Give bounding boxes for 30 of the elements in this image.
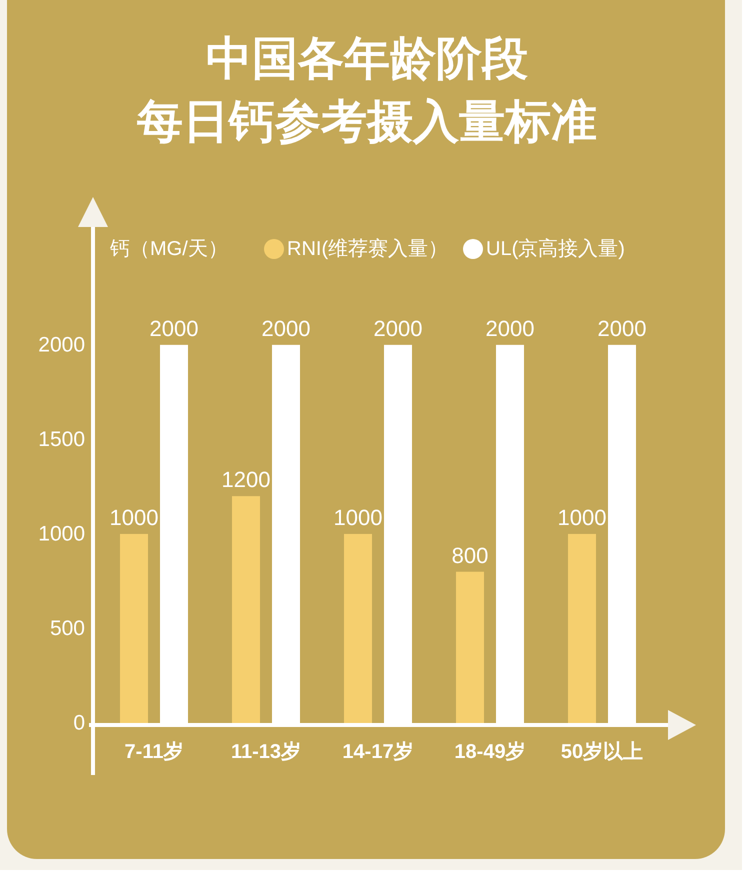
data-label: 2000 <box>262 316 310 341</box>
legend-label: UL(京高接入量) <box>486 237 625 260</box>
bar <box>568 534 596 723</box>
x-tick-label: 50岁以上 <box>560 741 644 763</box>
x-tick-label: 18-49岁 <box>454 741 526 763</box>
legend-label: RNI(维荐赛入量） <box>287 238 448 260</box>
data-label: 1200 <box>222 467 270 492</box>
x-tick-label: 11-13岁 <box>230 741 302 763</box>
data-label: 2000 <box>150 316 198 341</box>
y-tick-label: 500 <box>50 616 85 640</box>
data-label: 1000 <box>558 504 606 530</box>
y-tick-label: 1000 <box>38 522 85 546</box>
y-tick-label: 1500 <box>38 428 85 451</box>
bar <box>456 572 484 723</box>
data-label: 1000 <box>110 504 158 530</box>
data-label: 1000 <box>334 504 382 530</box>
y-axis-title: 钙（MG/天） <box>109 238 228 260</box>
y-tick-label: 2000 <box>38 333 85 356</box>
data-label: 2000 <box>374 316 422 341</box>
chart-title: 中国各年龄阶段 <box>206 32 528 84</box>
data-label: 2000 <box>598 316 646 341</box>
y-tick-label: 0 <box>73 712 85 734</box>
bar <box>120 534 148 723</box>
bar <box>232 496 260 723</box>
bar <box>344 534 372 723</box>
data-label: 2000 <box>486 316 534 341</box>
chart-subtitle: 每日钙参考摄入量标准 <box>136 95 597 147</box>
x-tick-label: 14-17岁 <box>342 741 414 763</box>
x-tick-label: 7-11岁 <box>124 741 184 763</box>
data-label: 800 <box>452 542 488 568</box>
